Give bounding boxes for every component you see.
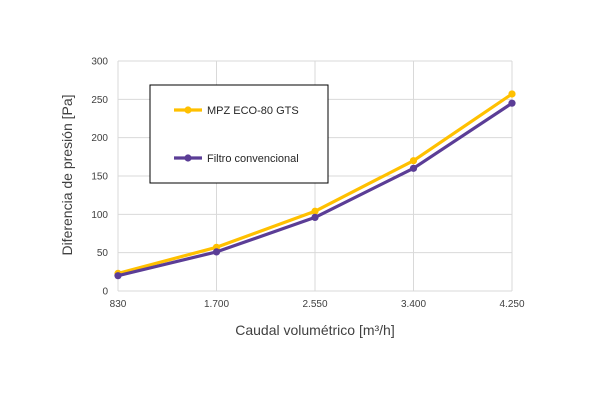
x-axis-ticks: 830 1.700 2.550 3.400 4.250 xyxy=(110,299,525,310)
y-axis-title: Diferencia de presión [Pa] xyxy=(59,94,75,255)
legend: MPZ ECO-80 GTS Filtro convencional xyxy=(149,84,329,184)
y-tick-label: 250 xyxy=(91,95,108,106)
legend-swatch-marker xyxy=(184,106,192,114)
series-lines xyxy=(114,90,516,280)
y-tick-label: 150 xyxy=(91,172,108,183)
data-point xyxy=(409,157,418,165)
x-tick-label: 1.700 xyxy=(204,299,229,310)
legend-box xyxy=(149,84,329,184)
legend-label: MPZ ECO-80 GTS xyxy=(207,105,299,117)
legend-swatch-marker xyxy=(184,154,192,162)
y-tick-label: 100 xyxy=(91,210,108,221)
x-tick-label: 2.550 xyxy=(302,299,327,310)
data-point xyxy=(508,90,516,98)
y-tick-label: 0 xyxy=(102,287,108,298)
legend-label: Filtro convencional xyxy=(207,153,299,165)
x-tick-label: 3.400 xyxy=(401,299,426,310)
data-point xyxy=(212,248,221,256)
y-tick-label: 200 xyxy=(91,133,108,144)
y-axis-ticks: 0 50 100 150 200 250 300 xyxy=(91,57,108,298)
data-point xyxy=(311,213,319,221)
x-tick-label: 4.250 xyxy=(499,299,524,310)
data-point xyxy=(114,272,122,280)
y-tick-label: 50 xyxy=(97,248,109,259)
x-tick-label: 830 xyxy=(110,299,127,310)
data-point xyxy=(508,99,516,107)
data-point xyxy=(409,164,418,172)
x-axis-title: Caudal volumétrico [m³/h] xyxy=(235,322,395,338)
data-point xyxy=(311,207,319,215)
y-tick-label: 300 xyxy=(91,57,108,68)
